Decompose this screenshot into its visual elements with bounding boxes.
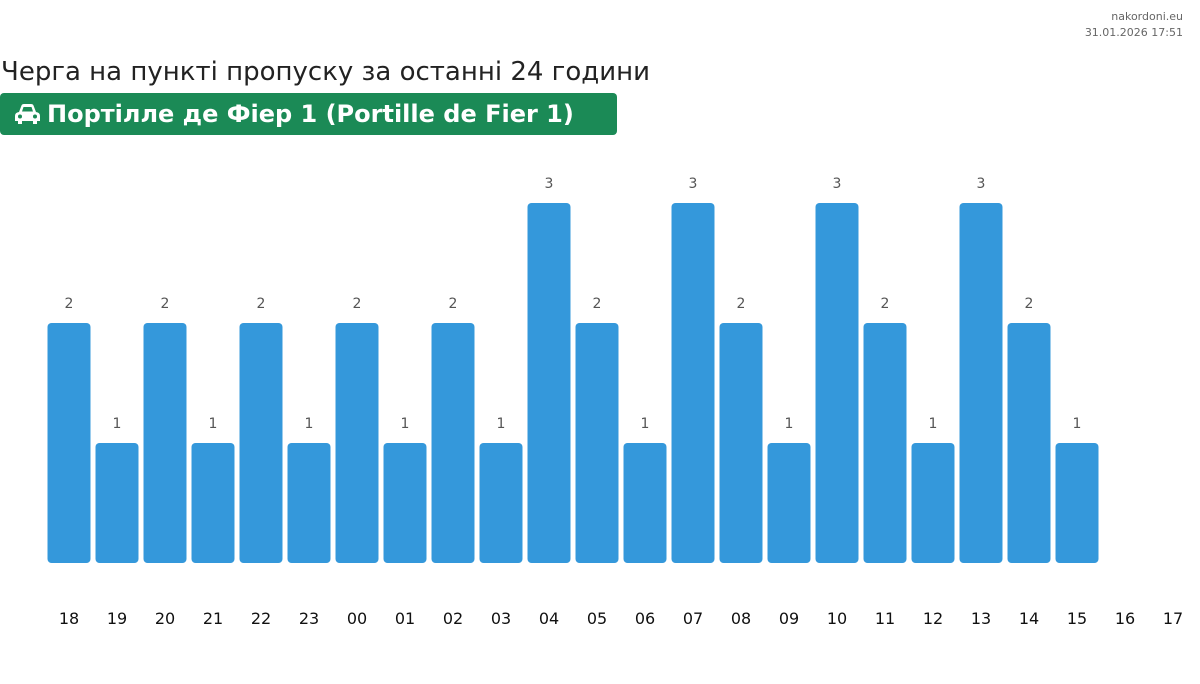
x-tick-06: 06 — [635, 609, 655, 628]
x-tick-00: 00 — [347, 609, 367, 628]
x-tick-01: 01 — [395, 609, 415, 628]
x-tick-08: 08 — [731, 609, 751, 628]
x-tick-15: 15 — [1067, 609, 1087, 628]
data-label-13: 3 — [977, 176, 986, 192]
bar-18 — [47, 323, 91, 563]
bar-11 — [863, 323, 907, 563]
data-label-18: 2 — [65, 296, 74, 312]
source-info: nakordoni.eu 31.01.2026 17:51 — [1085, 9, 1183, 41]
x-tick-02: 02 — [443, 609, 463, 628]
data-label-09: 1 — [785, 416, 794, 432]
bar-22 — [239, 323, 283, 563]
data-label-01: 1 — [401, 416, 410, 432]
x-tick-04: 04 — [539, 609, 559, 628]
data-label-12: 1 — [929, 416, 938, 432]
data-label-15: 1 — [1073, 416, 1082, 432]
x-tick-19: 19 — [107, 609, 127, 628]
data-label-07: 3 — [689, 176, 698, 192]
x-tick-23: 23 — [299, 609, 319, 628]
x-tick-10: 10 — [827, 609, 847, 628]
bar-05 — [575, 323, 619, 563]
data-label-22: 2 — [257, 296, 266, 312]
x-tick-20: 20 — [155, 609, 175, 628]
data-label-20: 2 — [161, 296, 170, 312]
x-tick-14: 14 — [1019, 609, 1039, 628]
data-label-00: 2 — [353, 296, 362, 312]
data-label-21: 1 — [209, 416, 218, 432]
bar-20 — [143, 323, 187, 563]
data-label-11: 2 — [881, 296, 890, 312]
data-label-23: 1 — [305, 416, 314, 432]
bar-14 — [1007, 323, 1051, 563]
x-tick-13: 13 — [971, 609, 991, 628]
bar-09 — [767, 443, 811, 563]
site-name: nakordoni.eu — [1111, 10, 1183, 23]
bar-03 — [479, 443, 523, 563]
bar-13 — [959, 203, 1003, 563]
bar-12 — [911, 443, 955, 563]
data-label-02: 2 — [449, 296, 458, 312]
x-tick-17: 17 — [1163, 609, 1183, 628]
bar-01 — [383, 443, 427, 563]
bar-07 — [671, 203, 715, 563]
x-tick-09: 09 — [779, 609, 799, 628]
x-tick-18: 18 — [59, 609, 79, 628]
x-tick-21: 21 — [203, 609, 223, 628]
bar-08 — [719, 323, 763, 563]
bar-04 — [527, 203, 571, 563]
bar-19 — [95, 443, 139, 563]
bar-06 — [623, 443, 667, 563]
data-label-03: 1 — [497, 416, 506, 432]
data-label-08: 2 — [737, 296, 746, 312]
bar-00 — [335, 323, 379, 563]
x-tick-16: 16 — [1115, 609, 1135, 628]
x-tick-11: 11 — [875, 609, 895, 628]
data-label-10: 3 — [833, 176, 842, 192]
x-tick-22: 22 — [251, 609, 271, 628]
x-tick-03: 03 — [491, 609, 511, 628]
x-tick-05: 05 — [587, 609, 607, 628]
checkpoint-badge: Портілле де Фіер 1 (Portille de Fier 1) — [0, 93, 617, 135]
data-label-14: 2 — [1025, 296, 1034, 312]
car-icon — [15, 104, 40, 124]
bar-21 — [191, 443, 235, 563]
bar-10 — [815, 203, 859, 563]
x-tick-12: 12 — [923, 609, 943, 628]
timestamp: 31.01.2026 17:51 — [1084, 26, 1183, 39]
data-label-05: 2 — [593, 296, 602, 312]
x-tick-07: 07 — [683, 609, 703, 628]
checkpoint-name: Портілле де Фіер 1 (Portille de Fier 1) — [47, 100, 574, 128]
bar-02 — [431, 323, 475, 563]
bar-15 — [1055, 443, 1099, 563]
page-title: Черга на пункті пропуску за останні 24 г… — [1, 57, 651, 87]
bar-23 — [287, 443, 331, 563]
data-label-19: 1 — [113, 416, 122, 432]
data-label-04: 3 — [545, 176, 554, 192]
data-label-06: 1 — [641, 416, 650, 432]
